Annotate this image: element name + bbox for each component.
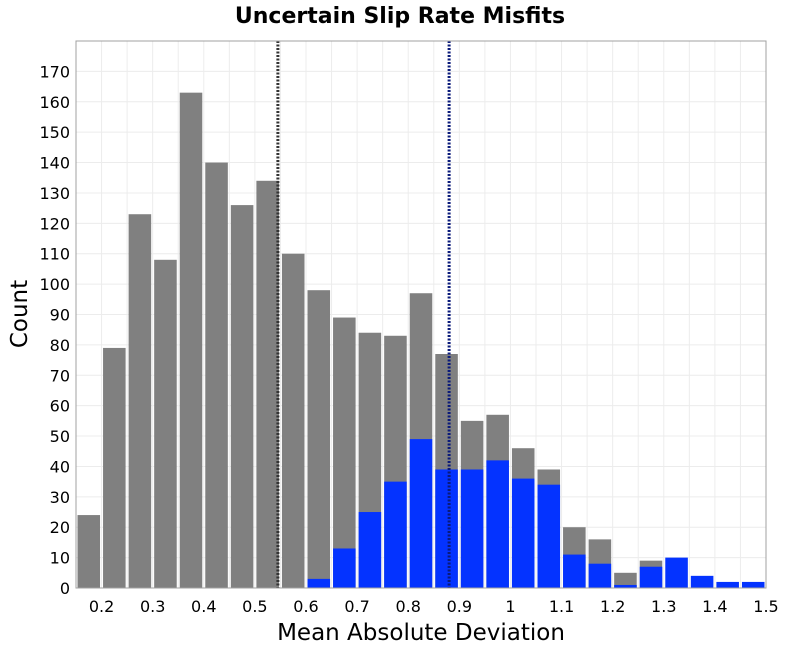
blue-bar (435, 469, 458, 588)
x-tick-label: 0.6 (293, 597, 318, 616)
gray-bar (307, 290, 331, 588)
y-tick-label: 40 (50, 457, 70, 476)
gray-bar (614, 572, 637, 588)
x-tick-label: 0.9 (447, 597, 472, 616)
y-tick-label: 50 (50, 427, 70, 446)
blue-bar (409, 439, 433, 588)
y-tick-label: 100 (39, 275, 70, 294)
blue-bar (486, 460, 509, 588)
blue-bar (537, 484, 561, 588)
x-tick-label: 1.1 (549, 597, 574, 616)
blue-bar (333, 548, 356, 588)
x-tick-label: 0.2 (89, 597, 114, 616)
y-tick-label: 140 (39, 154, 70, 173)
gray-bar (281, 253, 305, 588)
y-axis-label: Count (7, 280, 33, 348)
y-tick-label: 20 (50, 518, 70, 537)
y-tick-label: 160 (39, 93, 70, 112)
gray-bar (103, 347, 126, 588)
gray-bar (154, 259, 177, 588)
y-tick-label: 90 (50, 306, 70, 325)
blue-bar (741, 581, 765, 588)
y-tick-label: 30 (50, 488, 70, 507)
blue-bar (639, 566, 663, 588)
gray-bar (256, 180, 279, 589)
plot-area-border (75, 40, 767, 589)
reference-lines (276, 41, 451, 588)
x-axis-label: Mean Absolute Deviation (277, 620, 565, 646)
blue-series-bars (307, 439, 765, 588)
gray-bar (179, 92, 203, 589)
blue-bar (460, 469, 484, 588)
y-tick-label: 70 (50, 366, 70, 385)
chart-title: Uncertain Slip Rate Misfits (234, 4, 566, 29)
gray-bar (230, 205, 254, 588)
y-tick-label: 0 (60, 579, 70, 598)
y-axis-tick-labels: 0 10 20 30 40 50 60 70 80 90 100 110 120 130 140 150 160… (39, 62, 70, 598)
gray-bar (77, 515, 101, 588)
y-tick-label: 170 (39, 62, 70, 81)
blue-bar (563, 554, 586, 588)
x-tick-label: 0.8 (395, 597, 420, 616)
x-tick-label: 1.3 (651, 597, 676, 616)
x-tick-label: 0.4 (191, 597, 216, 616)
blue-bar (690, 575, 714, 588)
blue-bar (307, 578, 331, 588)
blue-bar (511, 478, 535, 588)
blue-bar (665, 557, 688, 588)
blue-bar (716, 581, 739, 588)
x-tick-label: 1.4 (702, 597, 727, 616)
x-tick-label: 1 (505, 597, 515, 616)
x-tick-label: 0.3 (140, 597, 165, 616)
x-axis-tick-labels: 0.2 0.3 0.4 0.5 0.6 0.7 0.8 0.9 1 1.1 1.2 1.3 1.4 1.5 (89, 597, 779, 616)
blue-bar (358, 512, 382, 588)
y-tick-label: 80 (50, 336, 70, 355)
blue-bar (614, 584, 637, 588)
x-tick-label: 0.7 (344, 597, 369, 616)
x-tick-label: 1.5 (753, 597, 778, 616)
y-tick-label: 60 (50, 397, 70, 416)
blue-bar (588, 563, 612, 588)
y-tick-label: 10 (50, 549, 70, 568)
gray-bar (333, 317, 356, 588)
y-tick-label: 130 (39, 184, 70, 203)
x-tick-label: 1.2 (600, 597, 625, 616)
x-tick-label: 0.5 (242, 597, 267, 616)
y-tick-label: 120 (39, 214, 70, 233)
y-tick-label: 110 (39, 245, 70, 264)
gray-bar (205, 162, 228, 589)
gray-bar (128, 214, 152, 588)
blue-bar (384, 481, 407, 588)
y-tick-label: 150 (39, 123, 70, 142)
